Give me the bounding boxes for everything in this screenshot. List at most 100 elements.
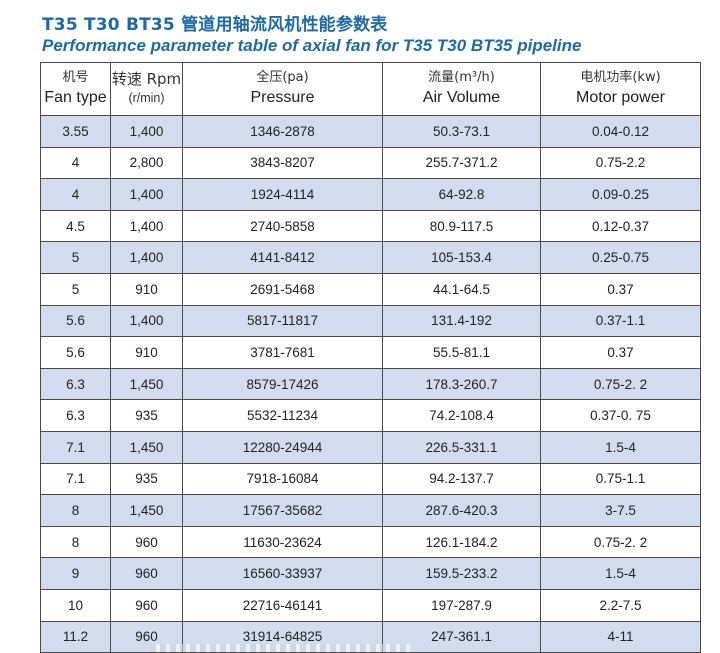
motor-power-cell: 1.5-4 [540, 430, 701, 464]
air-volume-cell: 126.1-184.2 [382, 525, 541, 559]
air-volume-cell: 55.5-81.1 [382, 336, 541, 369]
header-pressure-cn: 全压(pa) [256, 70, 309, 85]
rpm-cell: 960 [110, 588, 183, 622]
fan-type-cell: 8 [40, 525, 111, 559]
page-title-chinese: T35 T30 BT35 管道用轴流风机性能参数表 [42, 15, 388, 35]
air-volume-cell: 50.3-73.1 [382, 115, 541, 148]
rpm-cell: 935 [110, 399, 183, 432]
rpm-cell: 1,400 [110, 115, 183, 148]
motor-power-cell: 1.5-4 [540, 557, 701, 590]
air-volume-cell: 159.5-233.2 [382, 557, 541, 590]
air-volume-cell: 74.2-108.4 [382, 399, 541, 432]
fan-type-cell: 9 [40, 557, 111, 590]
air-volume-cell: 64-92.8 [382, 178, 541, 211]
rpm-cell: 1,400 [110, 209, 183, 243]
air-volume-cell: 131.4-192 [382, 304, 541, 338]
rpm-cell: 1,450 [110, 494, 183, 527]
rpm-cell: 910 [110, 336, 183, 369]
header-rpm-unit: (r/min) [128, 91, 165, 105]
motor-power-cell: 0.04-0.12 [540, 115, 701, 148]
fan-type-cell: 3.55 [40, 115, 111, 148]
motor-power-cell: 0.37 [540, 336, 701, 369]
motor-power-cell: 3-7.5 [540, 494, 701, 527]
fan-type-cell: 11.2 [40, 620, 111, 653]
pressure-cell: 11630-23624 [182, 525, 383, 559]
header-air-volume: 流量(m³/h) Air Volume [382, 62, 541, 116]
motor-power-cell: 0.37-0. 75 [540, 399, 701, 432]
header-fan-type-en: Fan type [44, 89, 107, 106]
header-motor-power-en: Motor power [576, 89, 665, 106]
pressure-cell: 2740-5858 [182, 209, 383, 243]
header-rpm: 转速 Rpm (r/min) [110, 62, 183, 116]
pressure-cell: 12280-24944 [182, 430, 383, 464]
motor-power-cell: 0.37-1.1 [540, 304, 701, 338]
rpm-cell: 2,800 [110, 146, 183, 180]
rpm-cell: 1,400 [110, 241, 183, 274]
fan-type-cell: 5 [40, 241, 111, 274]
header-pressure-en: Pressure [250, 89, 315, 106]
air-volume-cell: 94.2-137.7 [382, 462, 541, 496]
motor-power-cell: 0.37 [540, 272, 701, 306]
table-row: 11.2 960 31914-64825 247-361.1 4-11 [40, 620, 701, 653]
pressure-cell: 8579-17426 [182, 367, 383, 401]
pressure-cell: 3843-8207 [182, 146, 383, 180]
table-row: 10 960 22716-46141 197-287.9 2.2-7.5 [40, 588, 701, 622]
fan-type-cell: 10 [40, 588, 111, 622]
table-body: 3.55 1,400 1346-2878 50.3-73.1 0.04-0.12 4 2,8… [40, 115, 701, 653]
rpm-cell: 910 [110, 272, 183, 306]
motor-power-cell: 0.75-1.1 [540, 462, 701, 496]
pressure-cell: 16560-33937 [182, 557, 383, 590]
motor-power-cell: 0.75-2. 2 [540, 367, 701, 401]
table-row: 5.6 1,400 5817-11817 131.4-192 0.37-1.1 [40, 304, 701, 338]
header-fan-type-cn: 机号 [62, 70, 89, 85]
motor-power-cell: 0.75-2.2 [540, 146, 701, 180]
header-rpm-cn: 转速 Rpm [111, 70, 182, 88]
rpm-cell: 960 [110, 557, 183, 590]
rpm-cell: 1,450 [110, 367, 183, 401]
page-title-english: Performance parameter table of axial fan… [42, 36, 582, 55]
pressure-cell: 7918-16084 [182, 462, 383, 496]
fan-type-cell: 4 [40, 178, 111, 211]
air-volume-cell: 44.1-64.5 [382, 272, 541, 306]
air-volume-cell: 255.7-371.2 [382, 146, 541, 180]
table-row: 7.1 1,450 12280-24944 226.5-331.1 1.5-4 [40, 430, 701, 464]
pressure-cell: 5817-11817 [182, 304, 383, 338]
rpm-cell: 1,400 [110, 178, 183, 211]
table-row: 4.5 1,400 2740-5858 80.9-117.5 0.12-0.37 [40, 209, 701, 243]
pressure-cell: 17567-35682 [182, 494, 383, 527]
fan-type-cell: 4.5 [40, 209, 111, 243]
table-row: 5 1,400 4141-8412 105-153.4 0.25-0.75 [40, 241, 701, 274]
rpm-cell: 935 [110, 462, 183, 496]
air-volume-cell: 80.9-117.5 [382, 209, 541, 243]
header-fan-type: 机号 Fan type [40, 62, 111, 116]
air-volume-cell: 226.5-331.1 [382, 430, 541, 464]
pressure-cell: 22716-46141 [182, 588, 383, 622]
pressure-cell: 1346-2878 [182, 115, 383, 148]
fan-type-cell: 5 [40, 272, 111, 306]
fan-type-cell: 5.6 [40, 336, 111, 369]
air-volume-cell: 287.6-420.3 [382, 494, 541, 527]
fan-type-cell: 7.1 [40, 430, 111, 464]
cropped-footer-text [150, 644, 410, 652]
fan-type-cell: 8 [40, 494, 111, 527]
table-row: 4 1,400 1924-4114 64-92.8 0.09-0.25 [40, 178, 701, 211]
performance-table: 机号 Fan type 转速 Rpm (r/min) 全压(pa) Pressu… [40, 62, 701, 653]
table-header-row: 机号 Fan type 转速 Rpm (r/min) 全压(pa) Pressu… [40, 62, 701, 116]
table-row: 7.1 935 7918-16084 94.2-137.7 0.75-1.1 [40, 462, 701, 496]
pressure-cell: 2691-5468 [182, 272, 383, 306]
fan-type-cell: 6.3 [40, 399, 111, 432]
header-air-volume-en: Air Volume [422, 89, 501, 106]
table-row: 5 910 2691-5468 44.1-64.5 0.37 [40, 272, 701, 306]
motor-power-cell: 0.09-0.25 [540, 178, 701, 211]
motor-power-cell: 4-11 [540, 620, 701, 653]
table-row: 6.3 1,450 8579-17426 178.3-260.7 0.75-2. 2 [40, 367, 701, 401]
table-row: 3.55 1,400 1346-2878 50.3-73.1 0.04-0.12 [40, 115, 701, 148]
motor-power-cell: 0.25-0.75 [540, 241, 701, 274]
rpm-cell: 1,400 [110, 304, 183, 338]
header-pressure: 全压(pa) Pressure [182, 62, 383, 116]
header-motor-power: 电机功率(kw) Motor power [540, 62, 701, 116]
table-row: 8 960 11630-23624 126.1-184.2 0.75-2. 2 [40, 525, 701, 559]
rpm-cell: 960 [110, 525, 183, 559]
pressure-cell: 1924-4114 [182, 178, 383, 211]
table-row: 9 960 16560-33937 159.5-233.2 1.5-4 [40, 557, 701, 590]
